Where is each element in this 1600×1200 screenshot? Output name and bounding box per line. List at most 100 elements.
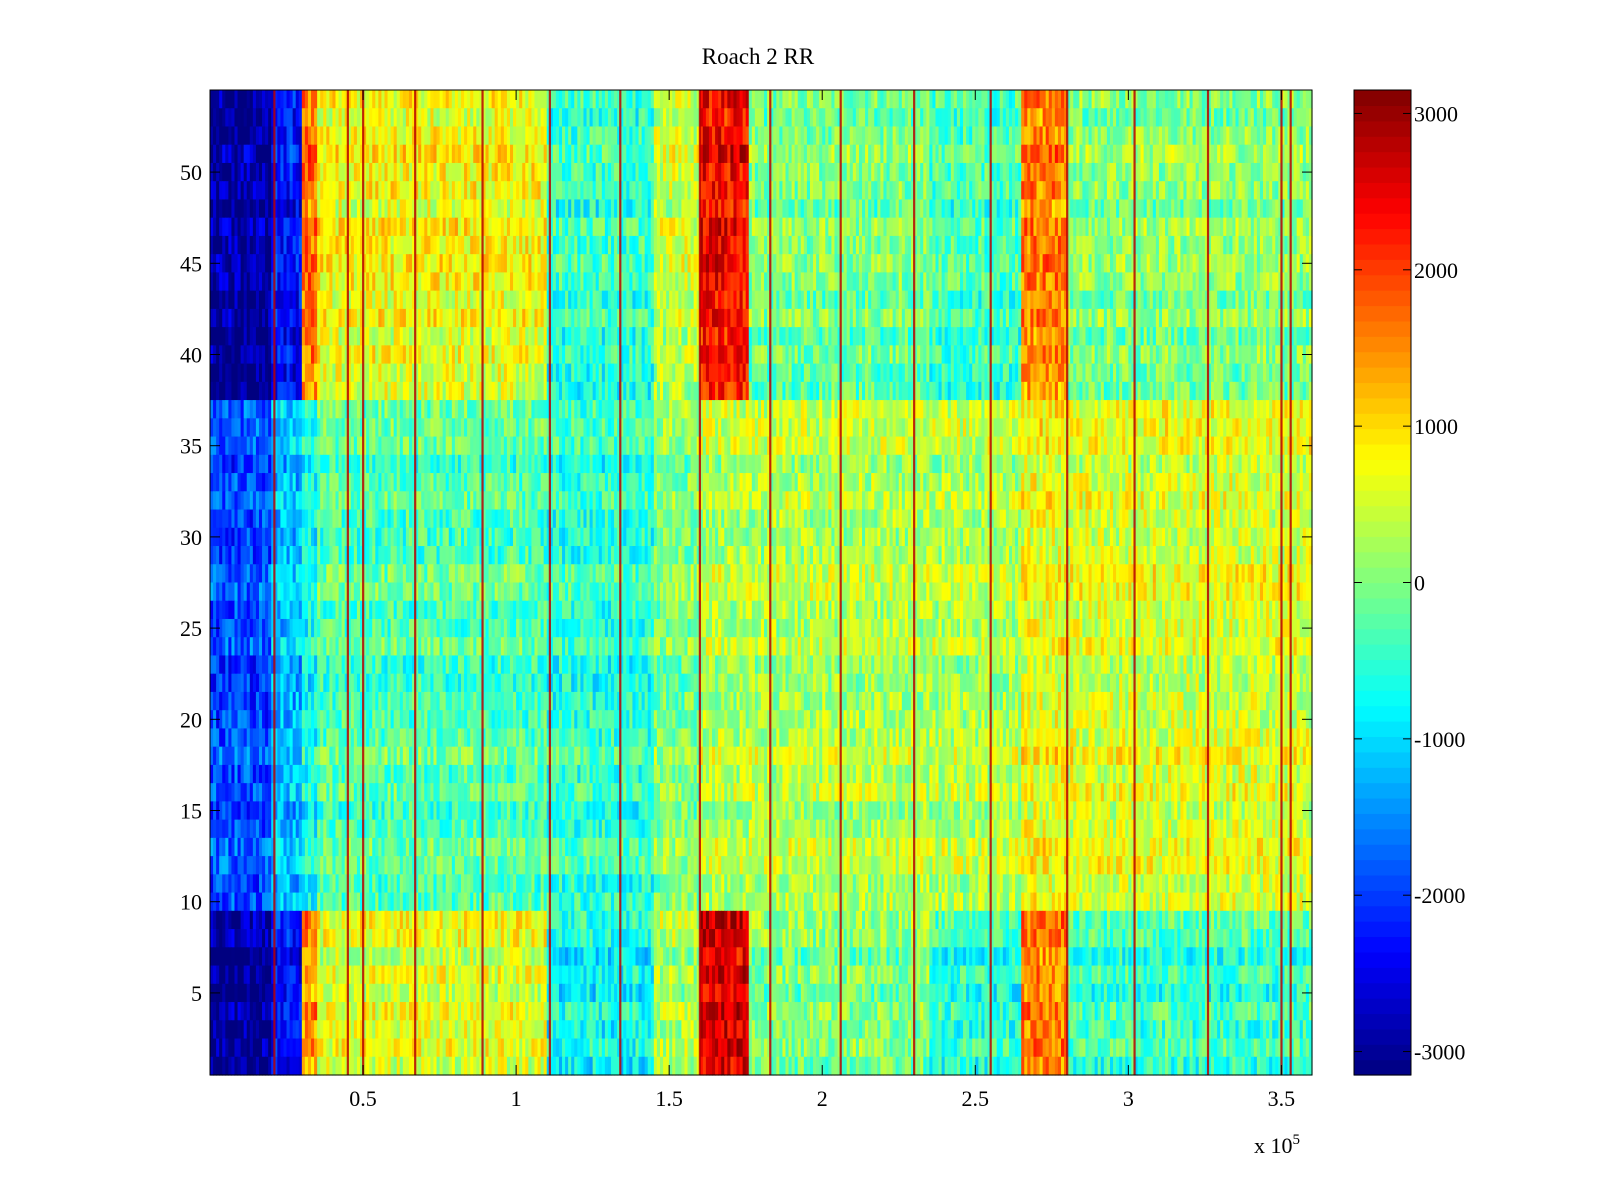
heatmap-cell xyxy=(338,217,343,237)
heatmap-cell xyxy=(268,108,272,128)
heatmap-cell xyxy=(497,254,502,274)
heatmap-cell xyxy=(356,108,361,128)
heatmap-cell xyxy=(773,290,777,310)
heatmap-cell xyxy=(390,181,395,201)
heatmap-cell xyxy=(268,308,272,328)
heatmap-cell xyxy=(513,254,517,274)
heatmap-cell xyxy=(739,254,744,274)
heatmap-cell xyxy=(258,181,263,201)
heatmap-cell xyxy=(1140,272,1145,292)
heatmap-cell xyxy=(1134,290,1139,310)
heatmap-cell xyxy=(834,162,839,182)
heatmap-cell xyxy=(350,217,355,237)
heatmap-cell xyxy=(516,162,520,182)
heatmap-cell xyxy=(543,162,548,182)
heatmap-cell xyxy=(488,162,493,182)
heatmap-cell xyxy=(791,290,796,310)
heatmap-cell xyxy=(1005,308,1010,328)
heatmap-cell xyxy=(424,254,428,274)
heatmap-cell xyxy=(699,272,704,292)
heatmap-cell xyxy=(669,181,673,201)
heatmap-cell xyxy=(862,254,866,274)
heatmap-cell xyxy=(702,199,707,219)
heatmap-cell xyxy=(647,199,652,219)
heatmap-cell xyxy=(822,90,826,109)
heatmap-cell xyxy=(372,162,376,182)
heatmap-cell xyxy=(874,162,878,182)
heatmap-cell xyxy=(874,272,878,292)
heatmap-cell xyxy=(292,272,297,292)
heatmap-cell xyxy=(1149,162,1154,182)
heatmap-cell xyxy=(623,144,627,164)
heatmap-cell xyxy=(595,272,600,292)
heatmap-cell xyxy=(222,327,226,346)
heatmap-cell xyxy=(479,235,484,255)
heatmap-cell xyxy=(595,162,600,182)
heatmap-cell xyxy=(1021,108,1025,128)
heatmap-cell xyxy=(724,290,728,310)
heatmap-cell xyxy=(1278,162,1282,182)
heatmap-cell xyxy=(739,108,744,128)
heatmap-cell xyxy=(806,126,811,146)
heatmap-cell xyxy=(813,308,817,328)
heatmap-cell xyxy=(268,235,272,255)
heatmap-cell xyxy=(1103,290,1108,310)
heatmap-cell xyxy=(809,162,814,182)
heatmap-cell xyxy=(1054,108,1059,128)
heatmap-cell xyxy=(822,108,826,128)
heatmap-cell xyxy=(1039,199,1044,219)
heatmap-cell xyxy=(672,199,676,219)
heatmap-cell xyxy=(1085,290,1090,310)
heatmap-cell xyxy=(1281,272,1286,292)
heatmap-cell xyxy=(761,90,765,109)
heatmap-cell xyxy=(210,199,214,219)
heatmap-cell xyxy=(862,144,866,164)
heatmap-cell xyxy=(439,126,444,146)
heatmap-cell xyxy=(751,254,756,274)
heatmap-cell xyxy=(828,199,832,219)
heatmap-cell xyxy=(819,108,823,128)
heatmap-cell xyxy=(1042,290,1047,310)
heatmap-cell xyxy=(347,254,352,274)
heatmap-cell xyxy=(672,272,676,292)
heatmap-cell xyxy=(326,144,330,164)
heatmap-cell xyxy=(666,126,670,146)
heatmap-cell xyxy=(323,90,327,109)
heatmap-cell xyxy=(1180,199,1185,219)
heatmap-cell xyxy=(1042,308,1047,328)
heatmap-cell xyxy=(246,217,251,237)
heatmap-cell xyxy=(1229,199,1234,219)
heatmap-cell xyxy=(317,144,321,164)
heatmap-cell xyxy=(448,126,453,146)
heatmap-cell xyxy=(956,217,961,237)
heatmap-cell xyxy=(653,144,658,164)
heatmap-cell xyxy=(1094,290,1099,310)
heatmap-cell xyxy=(638,181,643,201)
heatmap-cell xyxy=(675,217,679,237)
heatmap-cell xyxy=(363,90,367,109)
heatmap-cell xyxy=(274,181,278,201)
heatmap-cell xyxy=(497,162,502,182)
heatmap-cell xyxy=(464,181,468,201)
heatmap-cell xyxy=(580,126,585,146)
heatmap-cell xyxy=(773,308,777,328)
heatmap-cell xyxy=(350,108,355,128)
heatmap-cell xyxy=(1192,254,1197,274)
heatmap-cell xyxy=(369,181,373,201)
heatmap-cell xyxy=(304,217,309,237)
heatmap-cell xyxy=(1030,181,1035,201)
heatmap-cell xyxy=(589,144,594,164)
heatmap-cell xyxy=(684,162,689,182)
heatmap-cell xyxy=(537,290,542,310)
heatmap-cell xyxy=(794,181,799,201)
heatmap-cell xyxy=(522,108,526,128)
heatmap-cell xyxy=(895,217,900,237)
heatmap-cell xyxy=(353,217,358,237)
heatmap-cell xyxy=(1263,199,1267,219)
heatmap-cell xyxy=(586,162,591,182)
heatmap-cell xyxy=(782,108,787,128)
heatmap-cell xyxy=(531,162,536,182)
heatmap-cell xyxy=(1235,272,1240,292)
heatmap-cell xyxy=(1140,90,1145,109)
heatmap-cell xyxy=(1275,308,1279,328)
